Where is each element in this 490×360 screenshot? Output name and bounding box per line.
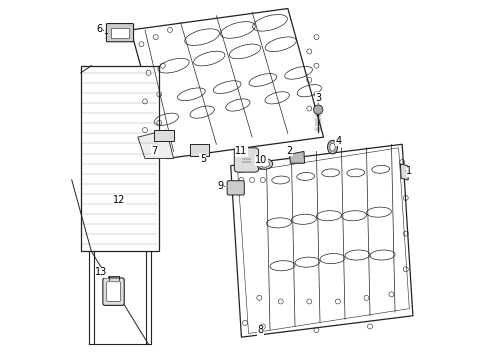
- Polygon shape: [138, 130, 173, 158]
- Text: 3: 3: [315, 93, 321, 103]
- Text: 7: 7: [151, 146, 158, 156]
- FancyBboxPatch shape: [103, 278, 124, 305]
- Ellipse shape: [260, 161, 270, 167]
- Polygon shape: [131, 9, 323, 158]
- FancyBboxPatch shape: [107, 282, 121, 301]
- FancyBboxPatch shape: [154, 130, 173, 141]
- Polygon shape: [81, 66, 159, 251]
- Text: 6: 6: [97, 24, 103, 34]
- Text: 2: 2: [287, 146, 293, 156]
- Polygon shape: [231, 144, 413, 337]
- Ellipse shape: [327, 140, 338, 154]
- FancyBboxPatch shape: [234, 148, 259, 172]
- Text: 12: 12: [113, 195, 125, 204]
- Text: 1: 1: [406, 166, 413, 176]
- Polygon shape: [290, 152, 305, 163]
- Ellipse shape: [257, 158, 272, 169]
- Text: 13: 13: [95, 267, 107, 277]
- FancyBboxPatch shape: [227, 181, 245, 195]
- FancyBboxPatch shape: [106, 23, 134, 42]
- Polygon shape: [400, 164, 408, 180]
- Text: 5: 5: [200, 154, 206, 163]
- Text: 4: 4: [336, 136, 342, 146]
- Text: 11: 11: [235, 147, 247, 157]
- Text: 8: 8: [257, 325, 264, 335]
- Text: 10: 10: [255, 156, 268, 165]
- FancyBboxPatch shape: [111, 28, 129, 38]
- Text: 9: 9: [217, 181, 223, 192]
- Ellipse shape: [330, 143, 335, 151]
- FancyBboxPatch shape: [190, 144, 209, 156]
- Circle shape: [314, 105, 323, 114]
